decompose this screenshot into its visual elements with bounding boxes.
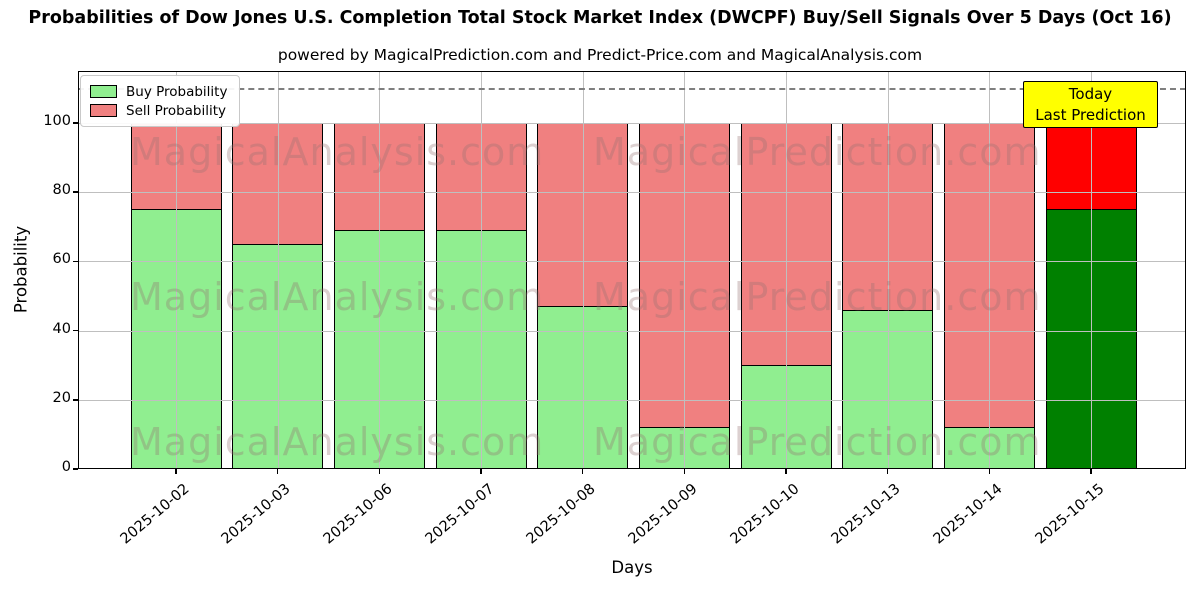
gridline-h <box>78 330 1186 332</box>
gridline-h <box>78 192 1186 194</box>
chart-title: Probabilities of Dow Jones U.S. Completi… <box>28 8 1172 28</box>
buy-swatch-icon <box>90 85 117 98</box>
gridline-v <box>684 71 686 469</box>
gridline-v <box>277 71 279 469</box>
chart-legend: Buy Probability Sell Probability <box>80 75 241 127</box>
y-tick-label: 0 <box>61 459 71 475</box>
x-tick-label-text: 2025-10-13 <box>829 481 904 548</box>
watermark-text: MagicalPrediction.com <box>593 420 1042 464</box>
chart-subtitle: powered by MagicalPrediction.com and Pre… <box>277 46 923 64</box>
x-tick-mark <box>988 469 991 474</box>
gridline-h <box>78 399 1186 401</box>
legend-item-buy: Buy Probability <box>90 82 227 101</box>
today-annotation-line2: Last Prediction <box>1035 105 1146 124</box>
x-tick-label-text: 2025-10-02 <box>117 481 193 548</box>
x-tick-mark <box>480 469 482 474</box>
x-tick-label-text: 2025-10-10 <box>727 481 803 548</box>
y-tick-mark <box>73 468 78 470</box>
sell-swatch-icon <box>90 104 117 117</box>
gridline-h <box>78 261 1186 263</box>
x-tick-label-text: 2025-10-14 <box>930 481 1006 548</box>
y-tick-mark <box>73 329 78 332</box>
x-tick-mark <box>175 469 177 474</box>
y-tick-mark <box>73 191 78 193</box>
plot-area: MagicalAnalysis.com MagicalAnalysis.com Ma… <box>78 71 1186 469</box>
y-tick-label: 40 <box>52 320 71 337</box>
x-tick-label-text: 2025-10-06 <box>320 481 396 548</box>
legend-label-sell: Sell Probability <box>126 102 227 119</box>
x-tick-mark <box>785 469 787 474</box>
gridline-h <box>78 122 1186 124</box>
gridline-v <box>887 71 889 469</box>
y-tick-mark <box>73 122 78 124</box>
x-tick-mark <box>378 469 381 474</box>
y-tick-label: 20 <box>52 389 71 406</box>
y-tick-mark <box>73 260 78 263</box>
today-annotation: Today Last Prediction <box>1023 81 1158 128</box>
x-tick-mark <box>1090 469 1092 474</box>
threshold-line <box>78 88 1186 91</box>
watermark-text: MagicalAnalysis.com <box>130 275 545 319</box>
y-tick-label: 100 <box>43 112 71 129</box>
legend-label-buy: Buy Probability <box>126 83 228 100</box>
watermark-text: MagicalAnalysis.com <box>130 420 545 464</box>
x-tick-label-text: 2025-10-15 <box>1032 481 1108 548</box>
gridline-v <box>989 71 991 469</box>
y-tick-mark <box>73 399 78 401</box>
y-tick-label: 60 <box>52 251 71 268</box>
gridline-v <box>176 71 177 469</box>
gridline-v <box>379 71 381 469</box>
legend-item-sell: Sell Probability <box>90 101 227 120</box>
watermark-text: MagicalPrediction.com <box>593 275 1042 319</box>
gridline-v <box>481 71 482 469</box>
x-tick-mark <box>581 469 584 474</box>
gridline-v <box>582 71 584 469</box>
x-tick-mark <box>683 469 686 474</box>
watermark-text: MagicalPrediction.com <box>593 130 1042 174</box>
x-tick-label-text: 2025-10-03 <box>219 481 294 548</box>
x-tick-label-text: 2025-10-07 <box>422 481 498 548</box>
x-tick-mark <box>886 469 889 474</box>
gridline-v <box>1091 71 1093 469</box>
y-axis-label: Probability <box>11 225 31 314</box>
x-tick-label-text: 2025-10-08 <box>524 481 599 548</box>
gridline-v <box>786 71 788 469</box>
x-tick-label-text: 2025-10-09 <box>625 481 701 548</box>
today-annotation-line1: Today <box>1068 84 1113 103</box>
x-axis-label: Days <box>611 558 653 577</box>
y-tick-label: 80 <box>52 182 71 199</box>
x-tick-mark <box>276 469 279 474</box>
watermark-text: MagicalAnalysis.com <box>130 130 545 174</box>
